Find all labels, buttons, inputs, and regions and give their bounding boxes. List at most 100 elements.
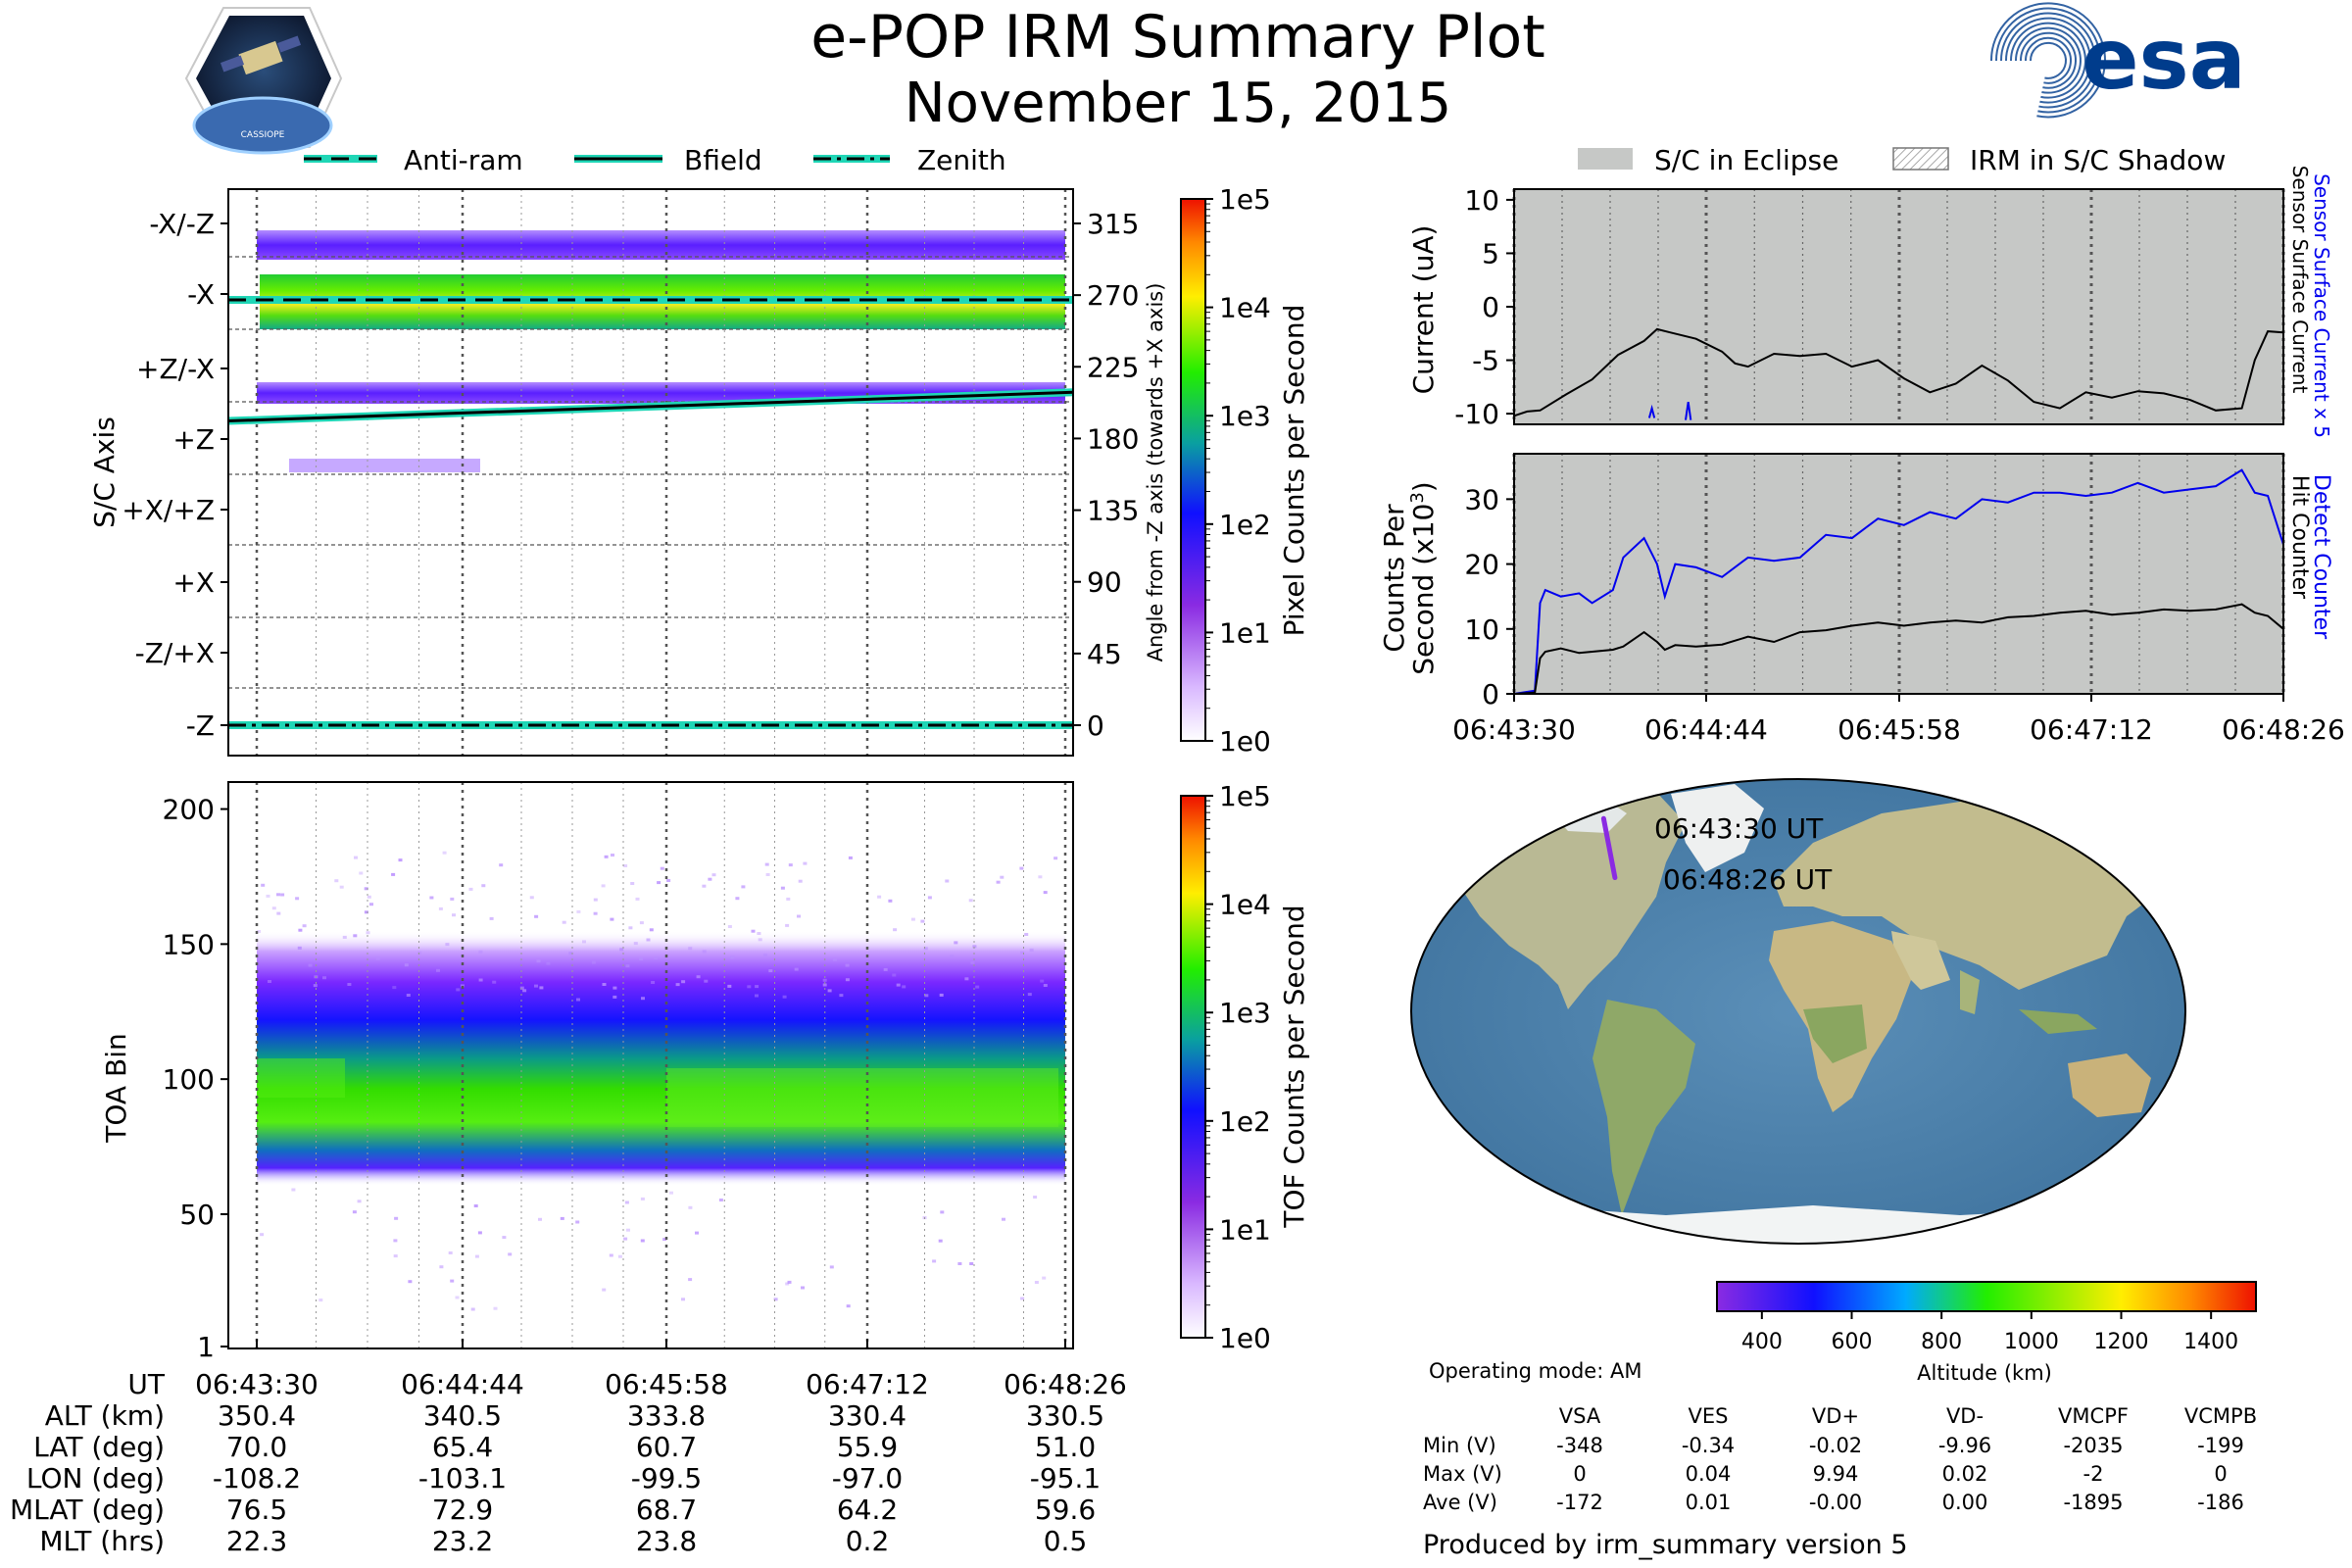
altitude-colorbar-ticks: 400 600 800 1000 1200 1400 bbox=[1741, 1311, 2238, 1354]
toa-speckle-cell bbox=[920, 919, 925, 923]
colorbar-tick-label: 1e4 bbox=[1219, 889, 1271, 921]
toa-core-early bbox=[257, 1058, 345, 1098]
angle-tick-label: 45 bbox=[1087, 638, 1122, 670]
ephem-value: 55.9 bbox=[837, 1431, 898, 1463]
ephem-value: 60.7 bbox=[636, 1431, 697, 1463]
voltage-value: -0.00 bbox=[1809, 1491, 1862, 1514]
sc-axis-tick-label: +X/+Z bbox=[122, 494, 215, 526]
toa-speckle-cell bbox=[785, 1282, 790, 1286]
map-label-start: 06:43:30 UT bbox=[1654, 812, 1824, 845]
sc-axis-tick-label: +Z bbox=[172, 423, 215, 456]
toa-speckle-cell bbox=[626, 1228, 630, 1232]
toa-speckle-cell bbox=[298, 928, 303, 932]
toa-band bbox=[257, 931, 1065, 1186]
toa-speckle-cell bbox=[575, 1220, 580, 1224]
toa-speckle-cell bbox=[893, 928, 898, 932]
counts-axis-label-1: Counts Per bbox=[1378, 504, 1410, 653]
toa-speckle-cell bbox=[508, 1252, 513, 1256]
toa-speckle-cell bbox=[1043, 984, 1048, 987]
toa-speckle-cell bbox=[702, 950, 707, 954]
esa-swirl-arc bbox=[2029, 41, 2067, 79]
ephem-value: 76.5 bbox=[226, 1494, 287, 1526]
toa-speckle-cell bbox=[334, 879, 339, 883]
toa-speckle-cell bbox=[785, 923, 790, 927]
toa-speckle-cell bbox=[702, 884, 707, 888]
toa-speckle-cell bbox=[829, 1265, 834, 1269]
altitude-colorbar: 400 600 800 1000 1200 1400 Altitude (km) bbox=[1716, 1281, 2257, 1385]
ephem-value: 72.9 bbox=[432, 1494, 493, 1526]
toa-speckle-cell bbox=[1002, 1217, 1005, 1221]
toa-speckle-cell bbox=[438, 906, 443, 910]
toa-speckle-cell bbox=[972, 945, 977, 949]
ephem-time: 06:48:26 bbox=[1004, 1368, 1127, 1400]
toa-speckle-cell bbox=[666, 879, 671, 882]
ephemeris-table: UT 06:43:30 06:44:44 06:45:58 06:47:12 06:48… bbox=[10, 1368, 1127, 1557]
toa-speckle-cell bbox=[538, 1217, 542, 1221]
angle-tick-label: 225 bbox=[1087, 351, 1139, 383]
toa-speckle-cell bbox=[794, 967, 799, 971]
toa-speckle-cell bbox=[773, 1298, 778, 1301]
toa-speckle-cell bbox=[1020, 1297, 1025, 1300]
toa-y-tick-label: 100 bbox=[163, 1063, 215, 1096]
toa-speckle-cell bbox=[1000, 875, 1004, 879]
legend-eclipse-swatch bbox=[1578, 148, 1633, 170]
toa-speckle-cell bbox=[662, 1238, 667, 1242]
ephem-time: 06:45:58 bbox=[605, 1368, 728, 1400]
toa-speckle-cell bbox=[757, 932, 761, 935]
toa-speckle-cell bbox=[302, 924, 307, 928]
toa-speckle-cell bbox=[392, 986, 397, 990]
esa-swirl-arc bbox=[2019, 31, 2077, 89]
toa-speckle-cell bbox=[612, 995, 617, 999]
toa-speckle-cell bbox=[675, 983, 680, 987]
toa-speckle-cell bbox=[1024, 933, 1029, 936]
toa-speckle-cell bbox=[848, 856, 853, 859]
toa-speckle-cell bbox=[649, 928, 654, 932]
toa-speckle-cell bbox=[611, 854, 614, 857]
toa-speckle-cell bbox=[688, 1205, 693, 1209]
toa-panel: 200 150 100 50 1 TOA Bin bbox=[100, 781, 1074, 1363]
toa-speckle-cell bbox=[755, 985, 760, 989]
colorbar-tick-label: 1e0 bbox=[1219, 1322, 1271, 1354]
toa-speckle-cell bbox=[1038, 875, 1043, 879]
toa-speckle-cell bbox=[322, 976, 326, 980]
voltage-value: -172 bbox=[1556, 1491, 1603, 1514]
toa-speckle-cell bbox=[450, 1279, 455, 1283]
counts-x-tick-label: 06:43:30 bbox=[1452, 713, 1576, 746]
toa-speckle-cell bbox=[576, 909, 581, 913]
toa-speckle-cell bbox=[1029, 948, 1034, 952]
ephem-time: 06:43:30 bbox=[195, 1368, 318, 1400]
toa-speckle-cell bbox=[969, 1262, 974, 1265]
ephem-value: 23.2 bbox=[432, 1525, 493, 1557]
toa-speckle-cell bbox=[448, 1251, 453, 1254]
toa-speckle-cell bbox=[455, 1296, 460, 1299]
toa-speckle-cell bbox=[492, 980, 497, 984]
toa-speckle-cell bbox=[1040, 979, 1045, 983]
toa-speckle-cell bbox=[602, 1288, 607, 1292]
counts-y-tick-label: 30 bbox=[1464, 483, 1499, 515]
toa-speckle-cell bbox=[741, 885, 746, 889]
toa-speckle-cell bbox=[950, 955, 955, 958]
toa-speckle-cell bbox=[474, 1254, 479, 1258]
voltage-value: -0.34 bbox=[1682, 1434, 1735, 1457]
toa-speckle-cell bbox=[276, 893, 280, 897]
toa-speckle-cell bbox=[439, 1265, 444, 1269]
toa-speckle bbox=[257, 851, 1058, 1311]
esa-swirl-arc bbox=[2004, 17, 2091, 104]
toa-speckle-cell bbox=[582, 940, 586, 944]
toa-speckle-cell bbox=[768, 969, 773, 973]
map-label-end: 06:48:26 UT bbox=[1663, 863, 1833, 896]
sc-axis-ticks: -X/-Z -X +Z/-X +Z +X/+Z +X -Z/+X -Z bbox=[122, 208, 228, 742]
pixel-heatmap-frame bbox=[227, 188, 1074, 757]
voltage-row-label: Max (V) bbox=[1423, 1462, 1502, 1486]
tof-colorbar-label: TOF Counts per Second bbox=[1278, 905, 1310, 1228]
toa-speckle-cell bbox=[364, 887, 368, 891]
mission-badge-text: CASSIOPE bbox=[241, 130, 285, 140]
plot-date: November 15, 2015 bbox=[905, 72, 1452, 135]
toa-speckle-cell bbox=[747, 985, 752, 989]
toa-speckle-cell bbox=[261, 883, 266, 887]
toa-speckle-cell bbox=[529, 896, 534, 900]
map-frame bbox=[1410, 778, 2186, 1245]
toa-speckle-cell bbox=[406, 994, 411, 997]
toa-speckle-cell bbox=[354, 856, 358, 859]
toa-speckle-cell bbox=[617, 1254, 622, 1258]
